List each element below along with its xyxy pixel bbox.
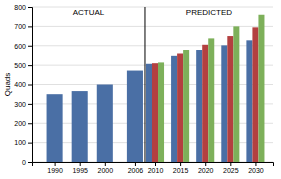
y-tick: 500 [14, 62, 32, 69]
x-tick: 2006 [128, 162, 144, 174]
y-tick-mark [28, 46, 32, 47]
y-tick: 600 [14, 42, 32, 49]
x-tick-label: 2030 [248, 167, 264, 174]
bar [183, 50, 189, 162]
y-tick: 200 [14, 120, 32, 127]
y-tick-mark [28, 143, 32, 144]
y-axis: 0 100 200 300 400 500 600 700 800 [14, 4, 32, 166]
y-tick-mark [28, 26, 32, 27]
bar [177, 54, 183, 163]
y-tick-label: 800 [14, 4, 26, 11]
y-tick: 300 [14, 101, 32, 108]
x-tick: 2030 [248, 162, 264, 174]
grid-line [32, 7, 273, 8]
y-tick-label: 700 [14, 23, 26, 30]
bar [72, 91, 88, 162]
bar [158, 62, 164, 162]
bar [258, 15, 264, 162]
x-axis: 1990 1995 2000 2006 2010 2015 2020 2025 2030 [33, 162, 274, 174]
y-tick-label: 500 [14, 62, 26, 69]
chart: 1990 1995 2000 2006 2010 2015 2020 2025 2030 0 100… [0, 0, 281, 179]
bar [127, 71, 143, 162]
bar [208, 38, 214, 162]
y-tick-label: 400 [14, 81, 26, 88]
x-tick-mark [135, 162, 136, 166]
region-label: PREDICTED [186, 8, 232, 17]
x-tick: 2000 [98, 162, 114, 174]
y-axis-title: Quads [3, 73, 12, 97]
x-tick-mark [80, 162, 81, 166]
bar [246, 40, 252, 162]
y-tick: 100 [14, 139, 32, 146]
x-tick-mark [105, 162, 106, 166]
y-tick-mark [28, 65, 32, 66]
y-axis-line [28, 8, 33, 163]
y-tick-mark [28, 7, 32, 8]
region-label: ACTUAL [73, 8, 105, 17]
x-tick-mark [55, 162, 56, 166]
y-tick-mark [28, 162, 32, 163]
bar [171, 56, 177, 162]
x-tick-label: 2006 [128, 167, 144, 174]
x-tick-mark [230, 162, 231, 166]
x-tick-label: 1990 [47, 167, 63, 174]
bar [47, 94, 63, 162]
x-tick-label: 2025 [223, 167, 239, 174]
x-tick: 1995 [72, 162, 88, 174]
y-tick-label: 0 [22, 159, 26, 166]
y-tick-mark [28, 85, 32, 86]
bar [252, 27, 258, 162]
x-tick-label: 2000 [98, 167, 114, 174]
bar [146, 64, 152, 162]
x-tick: 2025 [223, 162, 239, 174]
y-tick-label: 200 [14, 120, 26, 127]
bar [202, 45, 208, 162]
x-tick-mark [155, 162, 156, 166]
x-tick-label: 1995 [72, 167, 88, 174]
bar [233, 26, 239, 162]
y-tick-label: 600 [14, 42, 26, 49]
y-tick: 700 [14, 23, 32, 30]
y-tick-mark [28, 104, 32, 105]
bar [196, 50, 202, 162]
bar [227, 36, 233, 162]
bar [97, 85, 113, 163]
x-tick-label: 2015 [173, 167, 189, 174]
x-tick: 2015 [173, 162, 189, 174]
x-tick: 1990 [47, 162, 63, 174]
y-tick-mark [28, 123, 32, 124]
x-tick-mark [180, 162, 181, 166]
y-tick: 800 [14, 4, 32, 11]
x-axis-line [33, 163, 274, 167]
y-tick: 0 [22, 159, 32, 166]
divider-line [144, 7, 145, 162]
y-tick-label: 100 [14, 139, 26, 146]
bar [221, 45, 227, 162]
x-tick-label: 2010 [148, 167, 164, 174]
x-tick: 2020 [198, 162, 214, 174]
bar [152, 63, 158, 162]
x-tick: 2010 [148, 162, 164, 174]
grid [32, 7, 273, 162]
y-tick-label: 300 [14, 101, 26, 108]
x-tick-mark [205, 162, 206, 166]
y-tick: 400 [14, 81, 32, 88]
x-tick-label: 2020 [198, 167, 214, 174]
x-tick-mark [255, 162, 256, 166]
plot-area [47, 7, 265, 162]
